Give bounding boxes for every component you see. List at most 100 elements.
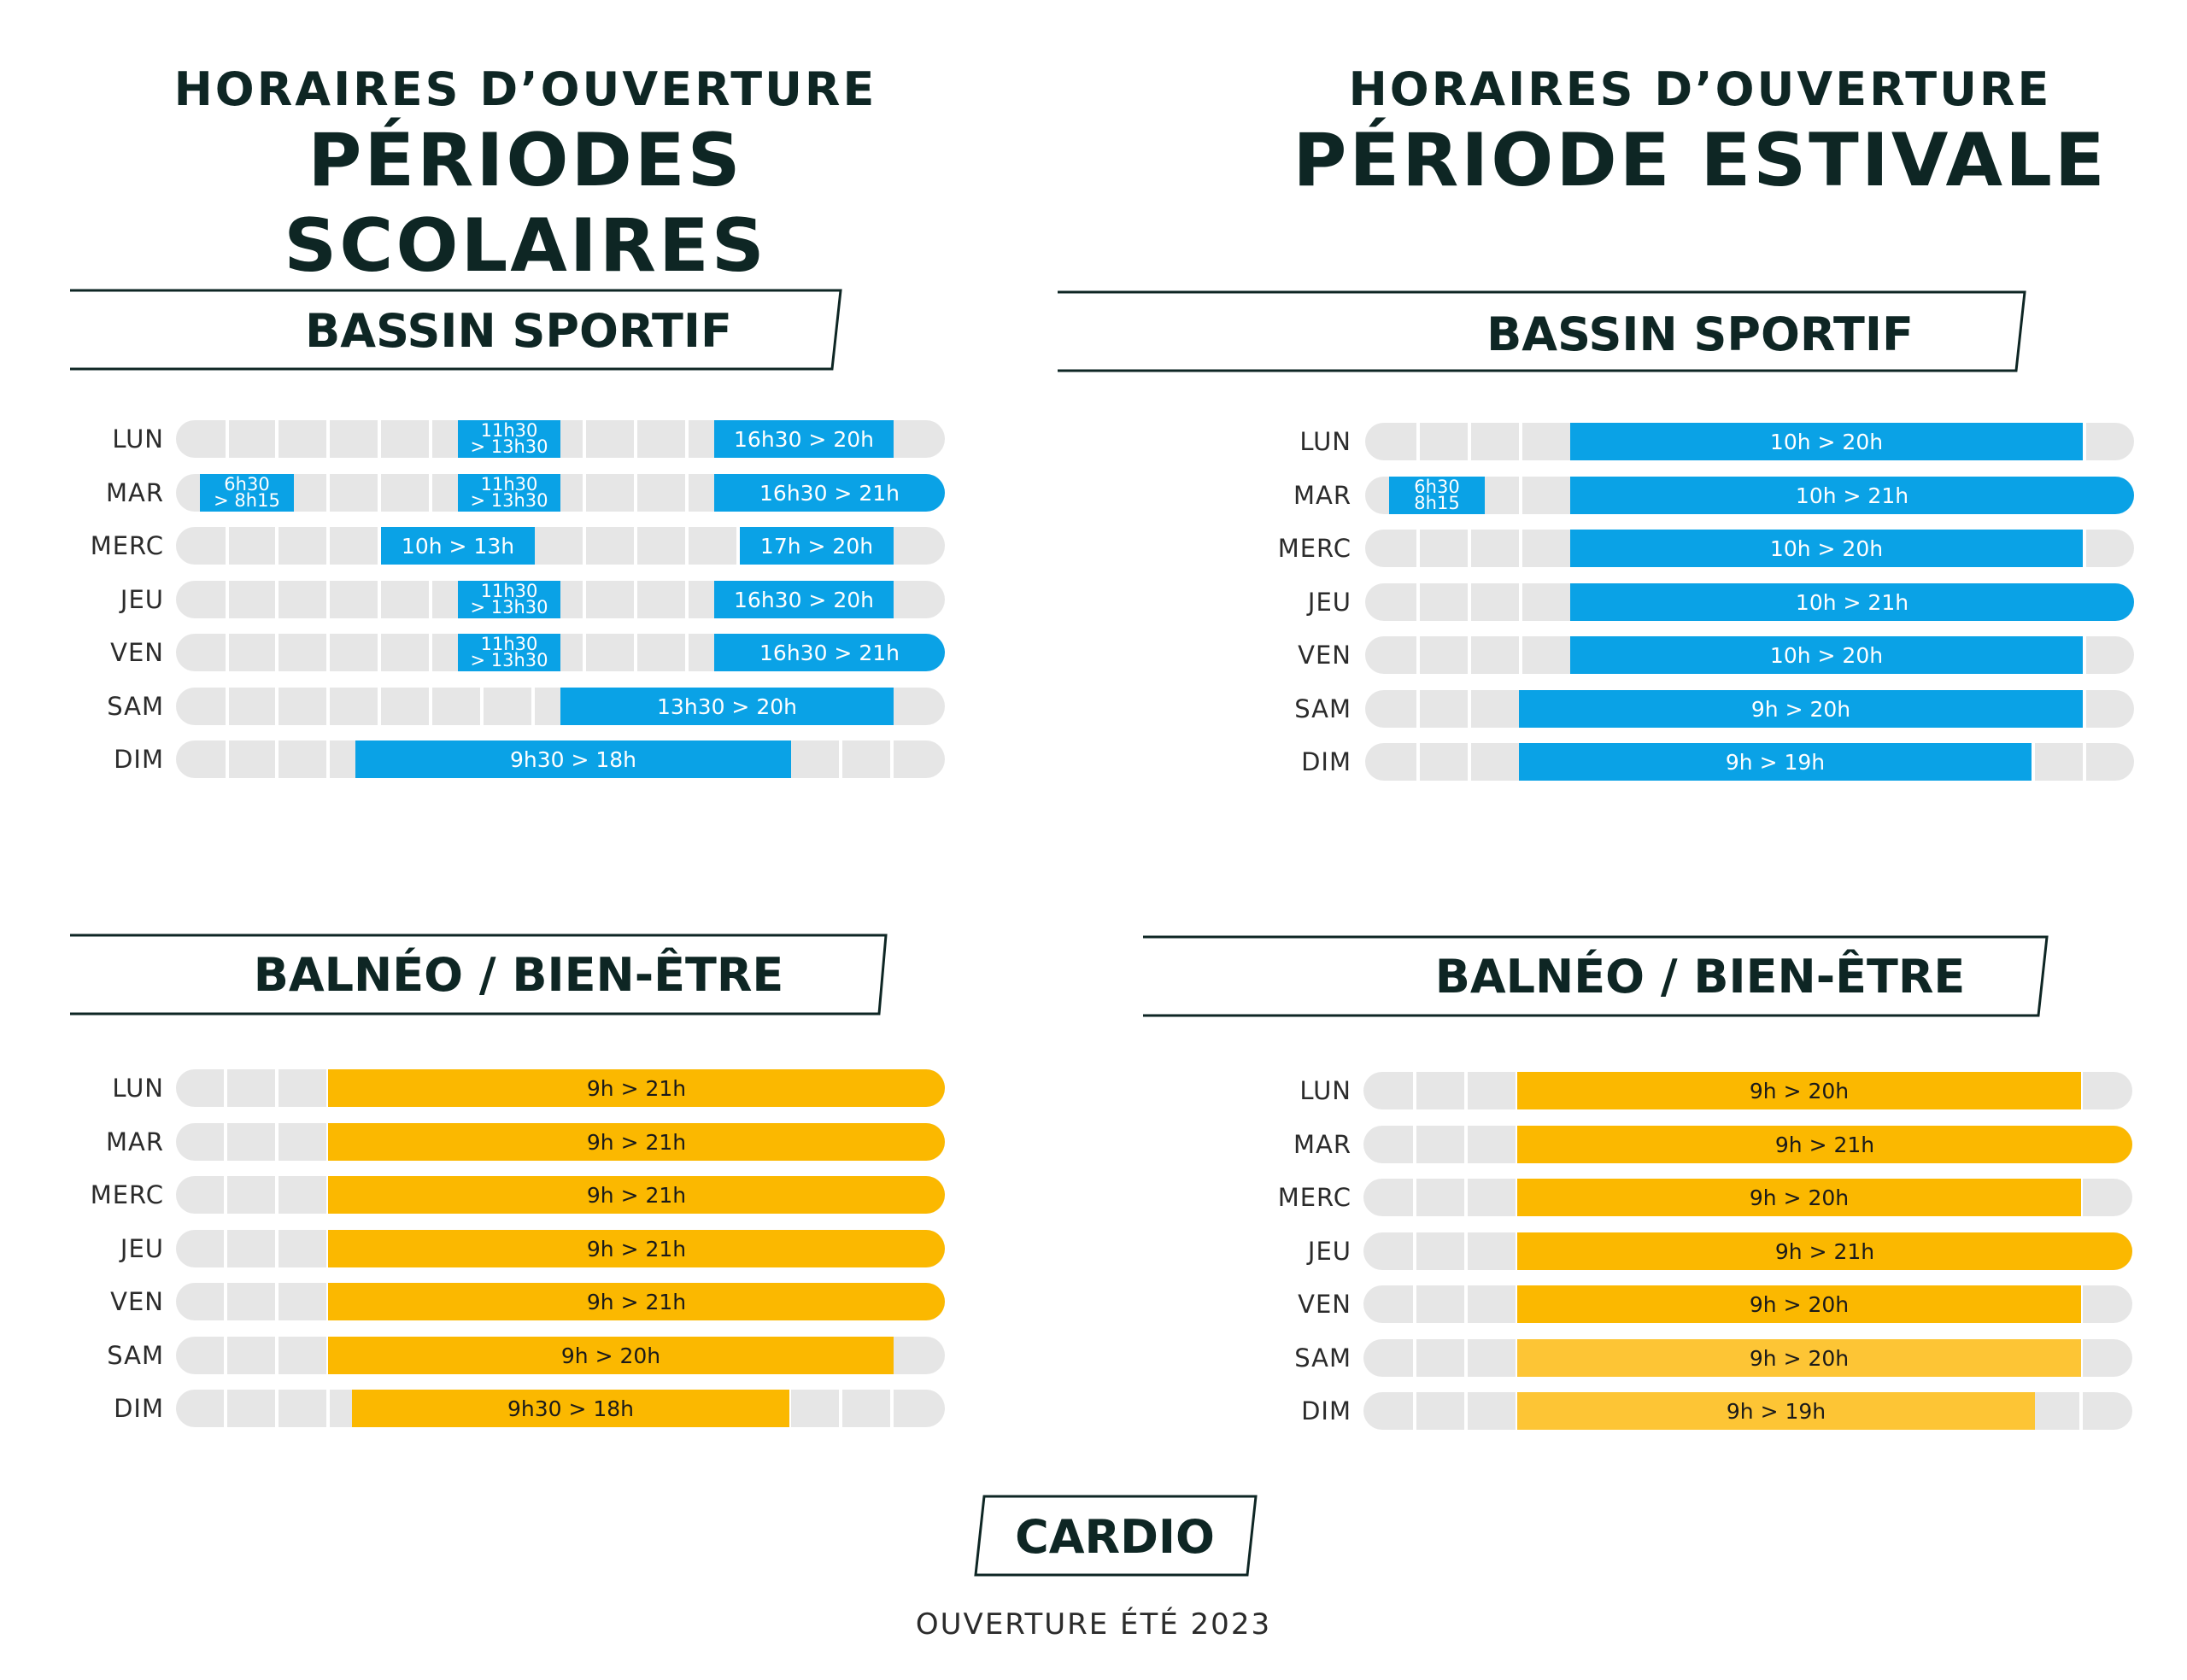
grid-divider [378,474,381,512]
grid-divider [275,1337,279,1374]
summer-balneo-row-track: 9h > 20h [1363,1179,2132,1216]
grid-divider [275,634,279,671]
grid-divider [890,1390,894,1427]
summer-pool-time-slot: 10h > 20h [1570,423,2083,460]
summer-pool-day-label: DIM [1301,747,1351,776]
grid-divider [2083,530,2086,567]
summer-balneo-day-label: MERC [1277,1183,1351,1212]
school-pool-row-track: 9h30 > 18h [176,740,945,778]
grid-divider [2083,690,2086,728]
school-balneo-row-track: 9h > 21h [176,1123,945,1161]
grid-divider [1468,530,1471,567]
grid-divider [326,420,330,458]
grid-divider [224,1390,227,1427]
school-pool-day-label: LUN [112,424,164,454]
school-pool-title: BASSIN SPORTIF [305,304,732,358]
grid-divider [326,527,330,565]
grid-divider [378,420,381,458]
summer-balneo-row-track: 9h > 19h [1363,1392,2132,1430]
summer-pool-time-slot: 10h > 20h [1570,636,2083,674]
grid-divider [685,420,689,458]
grid-divider [1416,636,1420,674]
grid-divider [275,581,279,618]
summer-balneo-time-slot: 9h > 20h [1517,1339,2081,1377]
grid-divider [2083,743,2086,781]
grid-divider [583,420,586,458]
grid-divider [326,474,330,512]
grid-divider [275,1390,279,1427]
grid-divider [378,688,381,725]
school-balneo-day-label: MAR [105,1127,164,1156]
summer-balneo-time-slot: 9h > 20h [1517,1285,2081,1323]
summer-balneo-time-slot: 9h > 20h [1517,1072,2081,1109]
cardio-title-frame [974,1495,1258,1577]
grid-divider [531,688,535,725]
grid-divider [429,688,432,725]
grid-divider [2083,423,2086,460]
summer-balneo-time-slot: 9h > 21h [1517,1126,2132,1163]
summer-pool-row-track: 10h > 20h [1365,530,2134,567]
school-pool-row-track: 11h30 > 13h30 16h30 > 20h [176,420,945,458]
grid-divider [2032,743,2035,781]
grid-divider [583,474,586,512]
summer-balneo-day-label: VEN [1298,1290,1351,1319]
school-pool-time-slot: 11h30 > 13h30 [458,420,560,458]
summer-pool-title-frame [1058,290,2026,372]
summer-pool-time-slot: 6h30 8h15 [1389,477,1485,514]
school-balneo-time-slot: 9h > 21h [328,1230,945,1267]
grid-divider [685,581,689,618]
left-heading-line1: HORAIRES D’OUVERTURE [173,62,877,116]
grid-divider [1413,1179,1416,1216]
grid-divider [1519,636,1522,674]
grid-divider [2079,1285,2083,1323]
school-balneo-row-track: 9h30 > 18h [176,1390,945,1427]
summer-balneo-title: BALNÉO / BIEN-ÊTRE [1434,950,1966,1004]
school-pool-day-label: MERC [90,531,164,560]
school-pool-day-label: DIM [114,745,164,774]
grid-divider [275,527,279,565]
summer-pool-row-track: 9h > 20h [1365,690,2134,728]
grid-divider [890,740,894,778]
grid-divider [1468,636,1471,674]
grid-divider [224,1176,227,1214]
summer-balneo-time-slot: 9h > 20h [1517,1179,2081,1216]
grid-divider [275,1283,279,1320]
grid-divider [1413,1232,1416,1270]
summer-pool-time-slot: 10h > 21h [1570,583,2134,621]
school-pool-time-slot: 11h30 > 13h30 [458,474,560,512]
summer-pool-row-track: 10h > 20h [1365,423,2134,460]
school-pool-time-slot: 16h30 > 20h [714,581,894,618]
school-pool-time-slot: 6h30 > 8h15 [200,474,294,512]
grid-divider [1464,1339,1468,1377]
school-balneo-time-slot: 9h30 > 18h [352,1390,789,1427]
summer-balneo-row-track: 9h > 21h [1363,1126,2132,1163]
grid-divider [685,527,689,565]
grid-divider [275,420,279,458]
grid-divider [224,1069,227,1107]
cardio-subtitle: OUVERTURE ÉTÉ 2023 [915,1607,1272,1642]
grid-divider [1464,1392,1468,1430]
grid-divider [275,688,279,725]
summer-pool-day-label: SAM [1294,694,1351,723]
summer-pool-day-label: MERC [1277,534,1351,563]
grid-divider [1416,530,1420,567]
school-pool-row-track: 6h30 > 8h15 11h30 > 13h30 16h30 > 21h [176,474,945,512]
grid-divider [583,581,586,618]
summer-pool-time-slot: 9h > 20h [1519,690,2083,728]
grid-divider [275,1230,279,1267]
school-pool-day-label: MAR [105,478,164,507]
grid-divider [226,527,229,565]
grid-divider [2079,1072,2083,1109]
summer-balneo-day-label: LUN [1299,1076,1351,1105]
grid-divider [2079,1179,2083,1216]
school-pool-time-slot: 16h30 > 20h [714,420,894,458]
grid-divider [1468,743,1471,781]
summer-balneo-day-label: SAM [1294,1343,1351,1373]
grid-divider [2079,1339,2083,1377]
school-pool-time-slot: 10h > 13h [381,527,535,565]
right-heading: HORAIRES D’OUVERTURE PÉRIODE ESTIVALE [1256,61,2144,203]
right-heading-line1: HORAIRES D’OUVERTURE [1348,62,2052,116]
school-pool-day-label: JEU [120,585,164,614]
grid-divider [634,527,637,565]
school-balneo-day-label: JEU [120,1234,164,1263]
